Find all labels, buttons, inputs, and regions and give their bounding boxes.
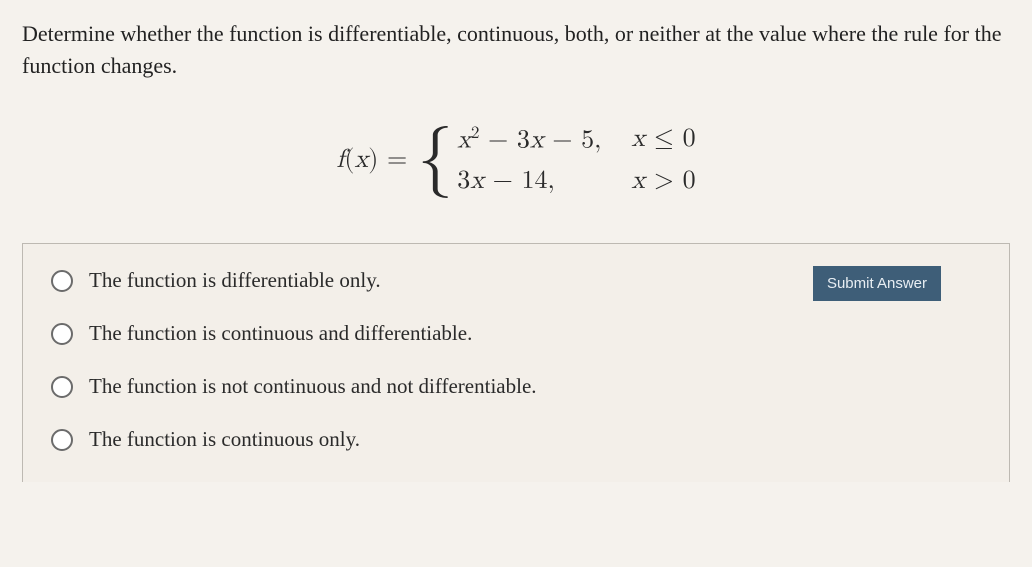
answer-box: Submit Answer The function is differenti… <box>22 243 1010 482</box>
submit-answer-button[interactable]: Submit Answer <box>813 266 941 301</box>
piece-2-expression: 3x − 14, <box>457 166 601 197</box>
piecewise-function: f(x) = { x2 − 3x − 5, x ≤ 0 3x − 14, x >… <box>22 124 1010 198</box>
radio-icon[interactable] <box>51 270 73 292</box>
option-2[interactable]: The function is continuous and different… <box>51 321 989 346</box>
left-brace-icon: { <box>417 130 453 188</box>
option-label: The function is continuous only. <box>89 427 360 452</box>
radio-icon[interactable] <box>51 323 73 345</box>
question-prompt: Determine whether the function is differ… <box>22 18 1010 82</box>
piece-2-condition: x > 0 <box>631 166 695 197</box>
radio-icon[interactable] <box>51 429 73 451</box>
option-label: The function is differentiable only. <box>89 268 381 293</box>
option-label: The function is continuous and different… <box>89 321 472 346</box>
radio-icon[interactable] <box>51 376 73 398</box>
piece-1-condition: x ≤ 0 <box>631 124 695 157</box>
option-4[interactable]: The function is continuous only. <box>51 427 989 452</box>
option-label: The function is not continuous and not d… <box>89 374 537 399</box>
option-3[interactable]: The function is not continuous and not d… <box>51 374 989 399</box>
piece-1-expression: x2 − 3x − 5, <box>457 124 601 157</box>
equation-lhs: f(x) = <box>336 145 407 176</box>
